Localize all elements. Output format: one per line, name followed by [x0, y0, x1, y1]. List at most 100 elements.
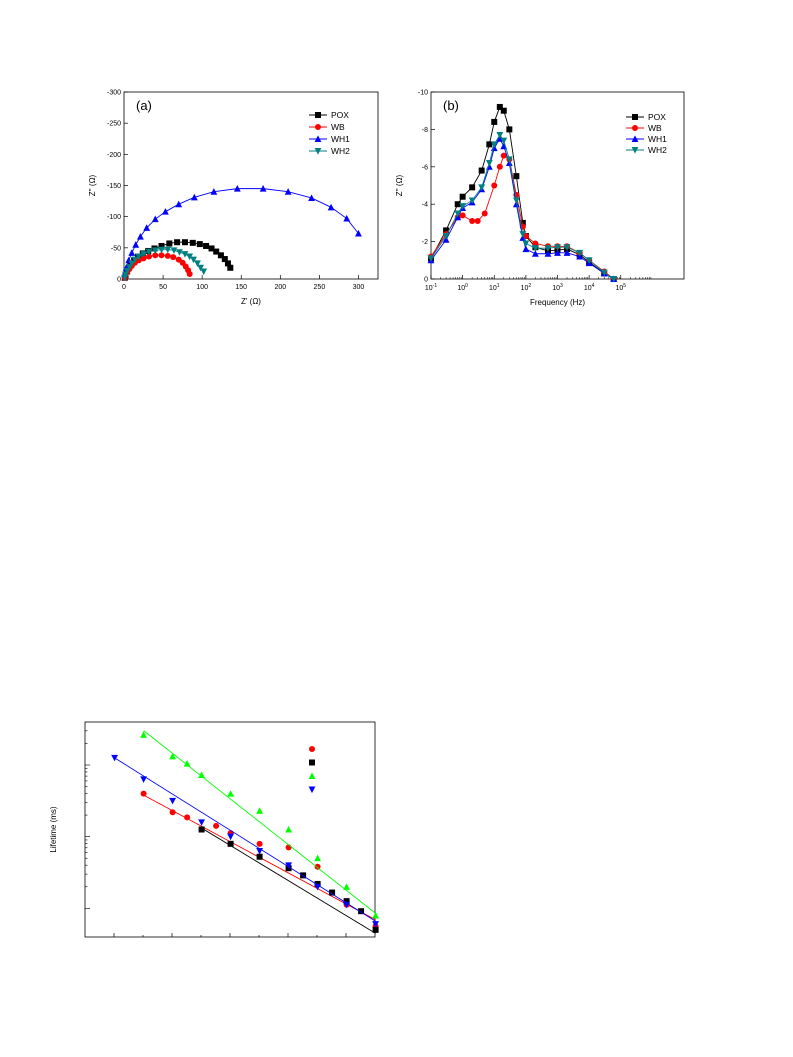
data-point-a-wh1 [151, 215, 159, 223]
data-point-b-wh2 [563, 244, 571, 251]
b-legend-label: WB [648, 123, 662, 133]
data-point-a-wb [152, 252, 159, 259]
data-point-c-1 [372, 926, 379, 933]
a-legend-marker [315, 112, 321, 118]
data-point-a-pox [221, 256, 228, 263]
data-point-b-wb [500, 152, 507, 159]
data-point-b-wh1 [544, 250, 552, 257]
data-point-b-pox [478, 167, 485, 174]
data-point-a-wh1 [343, 214, 351, 222]
y-tick-label-a: -200 [107, 152, 121, 159]
data-point-b-pox [443, 227, 450, 234]
data-point-b-wh1 [563, 249, 571, 256]
x-tick-label-a: 0 [122, 284, 126, 291]
fit-line-c-3 [114, 757, 376, 922]
data-point-a-wh2 [140, 251, 147, 258]
data-point-c-2 [169, 752, 176, 760]
data-point-b-wh2 [554, 244, 561, 251]
data-point-a-pox [196, 241, 203, 248]
data-point-c-1 [343, 898, 350, 905]
series-line-b-pox [430, 106, 614, 280]
data-point-b-wh2 [505, 156, 513, 163]
y-tick-label-b: -2 [422, 239, 428, 246]
data-point-a-wh2 [194, 260, 201, 268]
c-legend-marker [308, 786, 316, 794]
b-legend-label: POX [648, 112, 666, 122]
data-point-c-3 [372, 921, 379, 928]
a-legend-label: POX [331, 110, 349, 120]
data-point-b-pox [506, 126, 513, 133]
data-point-a-wb [186, 271, 193, 278]
data-point-a-wh1 [190, 193, 198, 201]
data-point-c-1 [256, 853, 263, 860]
data-point-b-pox [459, 193, 466, 200]
data-point-b-wb [491, 182, 498, 189]
data-point-c-2 [314, 854, 321, 862]
x-tick-label-a: 300 [353, 284, 365, 291]
data-point-a-wh2 [151, 247, 159, 254]
data-point-c-3 [285, 862, 292, 869]
data-point-a-pox [203, 242, 210, 249]
c-legend-marker [308, 772, 316, 779]
x-tick-label-b: 103 [552, 283, 563, 292]
data-point-a-wh1 [284, 188, 292, 195]
series-line-b-wh2 [430, 134, 614, 280]
data-point-b-wh2 [531, 245, 539, 252]
data-point-c-0 [256, 840, 263, 847]
data-point-c-2 [372, 911, 379, 919]
data-point-a-pox [217, 252, 224, 259]
data-point-a-pox [166, 240, 173, 247]
x-tick-label-a: 200 [274, 284, 286, 291]
data-point-a-pox [158, 242, 165, 249]
data-point-a-wb [140, 255, 147, 262]
data-point-a-wh1 [355, 229, 362, 237]
data-point-a-wh2 [123, 267, 131, 275]
data-point-c-0 [314, 863, 321, 870]
y-axis-label-c: Lifetime (ms) [49, 806, 58, 853]
plot-c-frame [84, 721, 376, 938]
series-line-a-wh1 [124, 188, 359, 275]
data-point-a-pox [213, 248, 220, 255]
data-point-b-wh2 [522, 240, 530, 248]
y-axis-label-a: Z'' (Ω) [88, 174, 97, 196]
x-tick-label-b: 10-1 [425, 283, 437, 292]
data-point-c-3 [198, 819, 205, 826]
x-tick-label-a: 50 [159, 284, 167, 291]
data-point-c-2 [285, 825, 292, 833]
data-point-c-2 [183, 759, 191, 767]
data-point-b-wh2 [459, 203, 467, 210]
data-point-a-wh1 [137, 233, 144, 240]
y-tick-label-a: -300 [107, 90, 121, 97]
data-point-c-1 [198, 826, 205, 833]
data-point-a-wb [164, 252, 171, 259]
a-legend-label: WH1 [331, 134, 350, 144]
y-tick-label-a: -50 [111, 245, 121, 252]
data-point-c-2 [343, 883, 350, 890]
data-point-b-wh1 [522, 245, 530, 253]
bode-plot: 10-1 100 101 102 103 104 105 0 -2 -4 -6 -8 -10 Freque… [395, 90, 685, 307]
data-point-c-3 [140, 776, 147, 783]
nyquist-plot: 0 50 100 150 200 250 300 0 -50 -100 -150 -200 -250 -3… [88, 90, 379, 306]
data-point-a-wb [135, 257, 142, 264]
data-point-c-3 [314, 883, 321, 891]
data-point-c-1 [227, 840, 234, 847]
data-point-b-pox [469, 184, 476, 191]
x-tick-label-b: 102 [521, 283, 532, 292]
data-point-a-pox [208, 245, 215, 252]
data-point-a-pox [189, 239, 196, 246]
y-tick-label-b: -8 [422, 127, 428, 134]
x-tick-label-a: 250 [314, 284, 326, 291]
data-point-b-wh2 [442, 232, 450, 240]
data-point-b-pox [500, 107, 507, 114]
y-tick-label-a: -150 [107, 183, 121, 190]
data-point-c-3 [256, 848, 263, 855]
data-point-a-wh1 [143, 224, 151, 231]
b-legend-marker [632, 114, 638, 120]
data-point-b-wb [474, 218, 481, 225]
data-point-a-wh1 [308, 194, 315, 201]
data-point-a-wh2 [176, 249, 183, 256]
data-point-b-wh2 [585, 257, 593, 264]
data-point-c-1 [358, 908, 365, 915]
panel-label-a: (a) [136, 98, 152, 113]
